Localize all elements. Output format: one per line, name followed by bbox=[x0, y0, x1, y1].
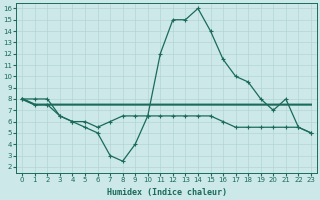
X-axis label: Humidex (Indice chaleur): Humidex (Indice chaleur) bbox=[107, 188, 227, 197]
